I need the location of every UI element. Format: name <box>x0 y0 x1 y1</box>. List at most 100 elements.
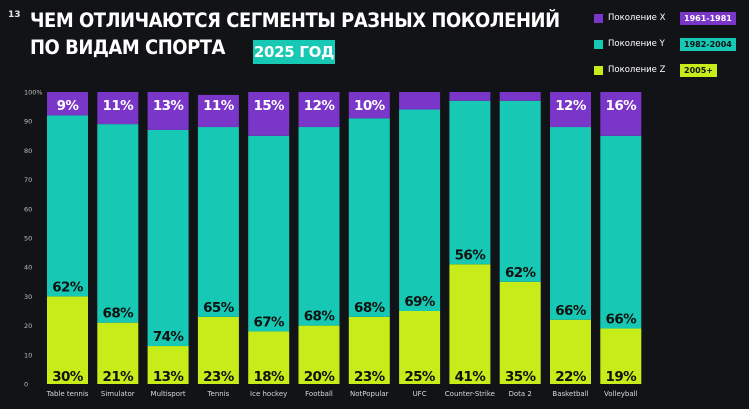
data-label-gen-x: 15% <box>253 98 285 114</box>
bar-segment-gen-x <box>449 92 491 101</box>
bar-segment-gen-x <box>248 92 290 136</box>
bar-segment-gen-y <box>197 127 239 317</box>
legend-item-gen-z: Поколение Z 2005+ <box>594 62 744 78</box>
data-label-gen-z: 19% <box>606 369 638 385</box>
data-label-gen-x: 11% <box>103 98 135 114</box>
data-label-gen-z: 30% <box>52 369 84 385</box>
bar-segment-gen-x <box>348 92 390 119</box>
category-label: Ice hockey <box>250 390 287 398</box>
data-label-gen-y: 68% <box>103 306 135 322</box>
y-tick-label: 100% <box>24 89 43 97</box>
category-label: Simulator <box>101 390 135 398</box>
data-label-gen-z: 35% <box>505 369 537 385</box>
legend-range-gen-y: 1982-2004 <box>680 37 736 51</box>
category-label: Tennis <box>206 390 229 398</box>
bar-segment-gen-z <box>298 325 340 384</box>
data-label-gen-y: 69% <box>404 294 436 310</box>
data-label-gen-z: 41% <box>455 369 487 385</box>
category-label: UFC <box>413 390 427 398</box>
page-title: ЧЕМ ОТЛИЧАЮТСЯ СЕГМЕНТЫ РАЗНЫХ ПОКОЛЕНИЙ… <box>30 7 560 61</box>
legend-swatch-gen-z <box>594 65 603 75</box>
category-label: Football <box>305 390 333 398</box>
bar-segment-gen-x <box>47 92 88 116</box>
data-label-gen-x: 12% <box>555 98 587 114</box>
y-tick-label: 30 <box>24 293 32 301</box>
legend-label-gen-y: Поколение Y <box>608 39 665 49</box>
bar-segment-gen-y <box>97 124 139 323</box>
bar-segment-gen-x <box>97 92 139 125</box>
bar-segment-gen-y <box>348 118 390 317</box>
data-label-gen-z: 23% <box>354 369 386 385</box>
data-label-gen-x: 13% <box>153 98 185 114</box>
data-label-gen-y: 66% <box>555 303 587 319</box>
y-tick-label: 50 <box>24 235 32 243</box>
year-badge: 2025 ГОД <box>253 40 335 64</box>
bar-segment-gen-x <box>298 92 340 128</box>
data-label-gen-y: 68% <box>304 309 336 325</box>
data-label-gen-x: 10% <box>354 98 386 114</box>
bar-segment-gen-y <box>449 100 491 265</box>
bar-segment-gen-z <box>248 331 290 384</box>
data-label-gen-z: 21% <box>103 369 135 385</box>
data-label-gen-y: 66% <box>606 312 638 328</box>
bar-segment-gen-y <box>499 100 541 282</box>
bar-segment-gen-z <box>449 264 491 384</box>
bar-segment-gen-x <box>147 92 189 130</box>
data-label-gen-y: 68% <box>354 300 386 316</box>
data-label-gen-y: 62% <box>52 279 84 295</box>
legend-range-gen-x: 1961-1981 <box>680 11 736 25</box>
bar-segment-gen-z <box>348 316 390 384</box>
bar-segment-gen-x <box>499 92 541 101</box>
data-label-gen-y: 67% <box>253 314 285 330</box>
bar-segment-gen-z <box>499 281 541 384</box>
data-label-gen-y: 56% <box>455 247 487 263</box>
y-tick-label: 40 <box>24 264 32 272</box>
legend-label-gen-x: Поколение X <box>608 13 666 23</box>
legend-swatch-gen-y <box>594 39 603 49</box>
data-label-gen-x: 9% <box>57 98 80 114</box>
bar-segment-gen-z <box>197 316 239 384</box>
legend: Поколение X 1961-1981 Поколение Y 1982-2… <box>594 10 744 88</box>
data-label-gen-z: 22% <box>555 369 587 385</box>
data-label-gen-y: 65% <box>203 300 235 316</box>
category-label: NotPopular <box>350 390 389 398</box>
legend-range-gen-z: 2005+ <box>680 63 717 77</box>
category-label: Counter-Strike <box>445 390 495 398</box>
page-number: 13 <box>8 10 21 20</box>
bar-segment-gen-x <box>399 92 441 110</box>
legend-swatch-gen-x <box>594 13 603 23</box>
data-label-gen-z: 25% <box>404 369 436 385</box>
bar-segment-gen-y <box>600 135 642 329</box>
data-label-gen-x: 12% <box>304 98 336 114</box>
data-label-gen-z: 20% <box>304 369 336 385</box>
y-tick-label: 20 <box>24 322 32 330</box>
y-tick-label: 60 <box>24 205 32 213</box>
data-label-gen-y: 62% <box>505 265 537 281</box>
y-tick-label: 0 <box>24 381 28 389</box>
data-label-gen-x: 16% <box>606 98 638 114</box>
y-tick-label: 10 <box>24 351 32 359</box>
category-label: Volleyball <box>604 390 638 398</box>
category-label: Dota 2 <box>509 390 532 398</box>
category-label: Multisport <box>151 390 186 398</box>
bar-segment-gen-z <box>97 322 139 384</box>
title-line-2: ПО ВИДАМ СПОРТА <box>30 36 225 59</box>
bar-segment-gen-y <box>248 135 290 332</box>
bar-segment-gen-z <box>600 328 642 384</box>
category-label: Basketball <box>552 390 588 398</box>
data-label-gen-z: 23% <box>203 369 235 385</box>
bar-segment-gen-y <box>298 127 340 326</box>
data-label-gen-x: 11% <box>203 98 235 114</box>
bar-segment-gen-y <box>147 129 189 347</box>
y-tick-label: 90 <box>24 118 32 126</box>
bar-segment-gen-z <box>147 346 189 384</box>
legend-item-gen-x: Поколение X 1961-1981 <box>594 10 744 26</box>
title-line-1: ЧЕМ ОТЛИЧАЮТСЯ СЕГМЕНТЫ РАЗНЫХ ПОКОЛЕНИЙ <box>30 9 560 32</box>
legend-label-gen-z: Поколение Z <box>608 65 666 75</box>
bar-segment-gen-y <box>399 109 441 312</box>
y-tick-label: 80 <box>24 147 32 155</box>
bar-segment-gen-z <box>47 296 88 384</box>
category-label: Table tennis <box>46 390 89 398</box>
bar-segment-gen-z <box>550 319 591 384</box>
